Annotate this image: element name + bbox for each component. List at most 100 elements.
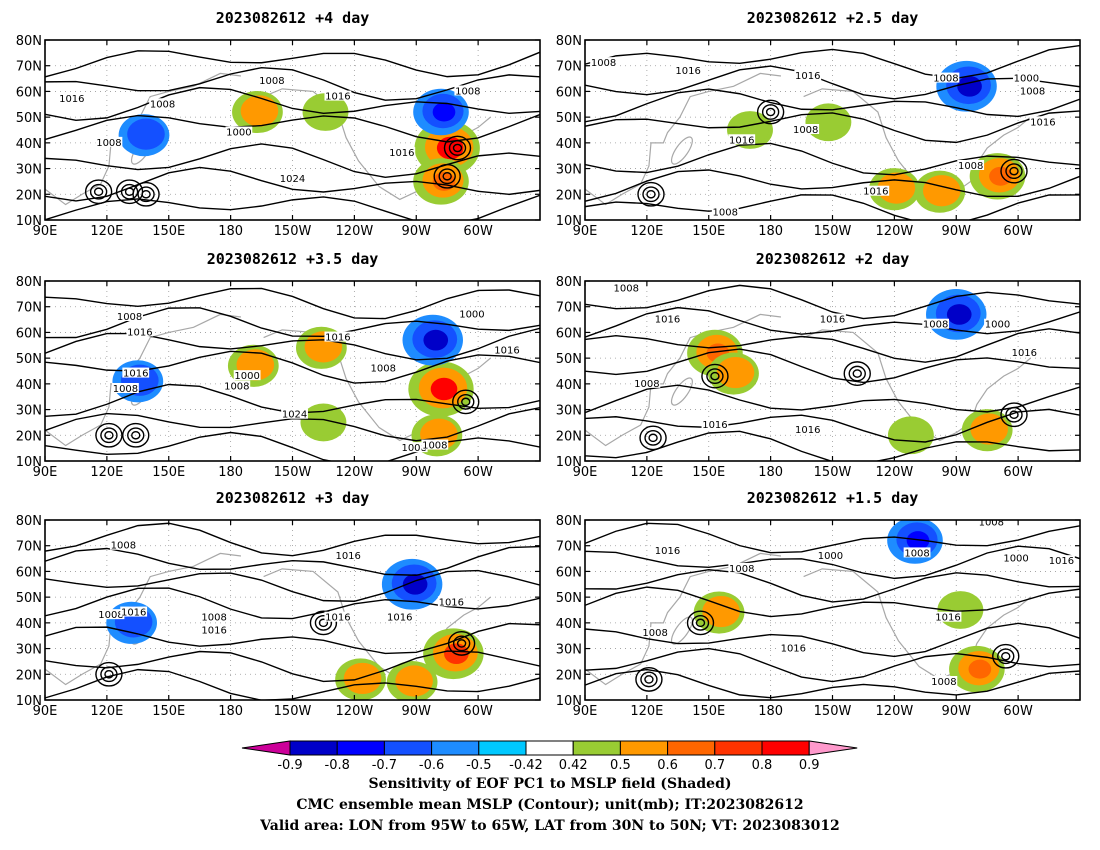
sensitivity-peak	[430, 377, 458, 401]
contour-label: 1008	[98, 610, 123, 621]
japan-coastline	[670, 377, 693, 406]
pressure-center-ring	[848, 365, 866, 382]
contour-label: 1000	[459, 309, 484, 320]
isobar	[45, 113, 540, 143]
contour-label: 1008	[111, 541, 136, 552]
lon-tick-label: 90E	[33, 704, 58, 719]
contour-label: 1008	[117, 312, 142, 323]
pressure-center-ring	[131, 430, 141, 440]
contour-label: 1016	[702, 420, 727, 431]
isobar	[45, 522, 540, 557]
lat-tick-label: 60N	[16, 326, 42, 341]
lat-tick-label: 70N	[16, 60, 42, 75]
sensitivity-level	[716, 356, 755, 389]
colorbar-label: 0.42	[559, 758, 588, 773]
isobar	[585, 430, 1080, 461]
colorbar-label: 0.9	[799, 758, 820, 773]
lat-tick-label: 80N	[16, 514, 42, 529]
mslp-contours	[45, 50, 540, 220]
lon-tick-label: 60W	[1003, 704, 1033, 719]
pressure-center-ring	[452, 635, 471, 652]
pressure-center-ring	[1001, 651, 1011, 661]
contour-label: 1008	[1020, 86, 1045, 97]
pressure-center-ring	[452, 143, 463, 153]
lon-tick-label: 120W	[876, 465, 914, 480]
contour-label: 1008	[923, 320, 948, 331]
contour-label: 1016	[121, 608, 146, 619]
contour-labels: 1008101610161008100010081016100010161008…	[112, 308, 521, 454]
contour-labels: 1008 1016 1016 1008 1000 1016 1008 1016 1016	[612, 282, 1038, 436]
isobar	[585, 328, 1080, 363]
colorbar-label: -0.42	[509, 758, 543, 773]
contour-label: 1008	[713, 207, 738, 218]
isobar	[45, 327, 540, 361]
pressure-center-ring	[100, 427, 118, 444]
mslp-contours	[585, 284, 1080, 461]
lon-tick-label: 90W	[942, 704, 972, 719]
japan-coastline	[670, 616, 693, 645]
isobar	[45, 143, 540, 178]
isobar	[585, 65, 1080, 100]
contour-label: 1000	[234, 371, 259, 382]
lat-tick-label: 60N	[556, 85, 582, 100]
japan-coastline	[670, 136, 693, 165]
pressure-center-ring	[84, 179, 113, 205]
lon-tick-label: 90W	[942, 224, 972, 239]
pressure-center-ring	[765, 107, 776, 117]
contour-label: 1016	[820, 315, 845, 326]
contour-label: 1008	[642, 628, 667, 639]
colorbar-label: -0.6	[419, 758, 444, 773]
isobar	[45, 350, 540, 384]
contour-label: 1016	[59, 94, 84, 105]
lat-tick-label: 60N	[556, 326, 582, 341]
pressure-center-ring	[137, 186, 155, 203]
lon-tick-label: 120E	[90, 704, 123, 719]
asia-coastline	[585, 72, 782, 206]
lon-tick-label: 120E	[630, 704, 663, 719]
panel-title: 2023082612 +3.5 day	[207, 250, 379, 268]
pressure-center-ring	[1005, 406, 1023, 423]
contour-label: 1008	[113, 384, 138, 395]
contour-label: 1016	[1030, 117, 1055, 128]
lon-tick-label: 60W	[1003, 465, 1033, 480]
sensitivity-level	[240, 95, 279, 127]
lat-tick-label: 70N	[16, 301, 42, 316]
lon-tick-label: 150W	[274, 465, 312, 480]
lat-tick-label: 40N	[16, 617, 42, 632]
lon-tick-label: 150E	[152, 704, 185, 719]
lat-tick-label: 50N	[556, 352, 582, 367]
mslp-contours	[45, 287, 540, 461]
pressure-center-ring	[433, 163, 461, 189]
isobar	[585, 284, 1080, 320]
colorbar-label: 0.5	[610, 758, 631, 773]
contour-label: 1008	[904, 548, 929, 559]
lat-tick-label: 20N	[556, 188, 582, 203]
contour-label: 1016	[781, 644, 806, 655]
colorbar-label: -0.8	[325, 758, 350, 773]
lat-tick-label: 40N	[16, 378, 42, 393]
lat-tick-label: 30N	[16, 404, 42, 419]
contour-label: 1016	[655, 315, 680, 326]
lon-tick-label: 150E	[692, 704, 725, 719]
lon-tick-label: 90E	[573, 704, 598, 719]
isobar	[585, 110, 1080, 144]
colorbar-swatch	[431, 740, 480, 756]
pressure-center-ring	[442, 171, 452, 181]
isobar	[45, 166, 540, 202]
pressure-center-ring	[89, 183, 108, 200]
contour-label: 1008	[259, 76, 284, 87]
pressure-center-ring	[132, 181, 160, 207]
contour-label: 1000	[1014, 74, 1039, 85]
lat-tick-label: 50N	[556, 111, 582, 126]
lat-tick-label: 30N	[16, 163, 42, 178]
sensitivity-level	[970, 413, 1008, 445]
contour-label: 1016	[729, 135, 754, 146]
contour-label: 1016	[387, 613, 412, 624]
lon-tick-label: 90E	[33, 465, 58, 480]
isobar	[585, 569, 1080, 603]
lat-tick-label: 10N	[16, 214, 42, 229]
lat-tick-label: 60N	[16, 565, 42, 580]
lat-tick-label: 20N	[556, 429, 582, 444]
